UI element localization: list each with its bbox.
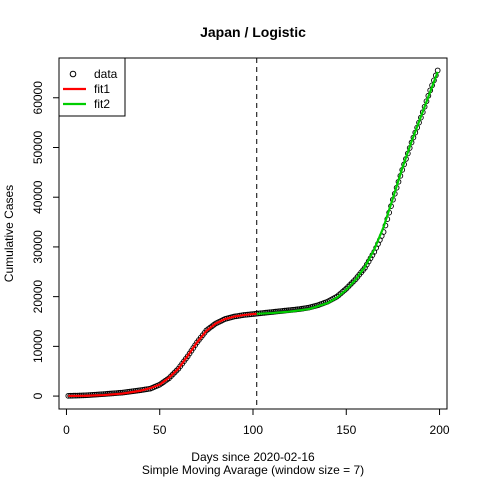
legend-label-fit1: fit1 <box>94 82 110 96</box>
y-tick-label: 10000 <box>31 329 45 363</box>
x-tick-label: 150 <box>336 423 356 437</box>
fit-lines <box>68 71 439 398</box>
data-point <box>169 371 176 378</box>
x-tick-label: 50 <box>153 423 167 437</box>
data-point <box>349 280 355 286</box>
x-axis-sublabel: Simple Moving Avarage (window size = 7) <box>142 463 364 477</box>
y-tick-label: 60000 <box>31 81 45 115</box>
y-tick-label: 40000 <box>31 180 45 214</box>
legend-symbol-data <box>69 70 77 78</box>
x-tick-label: 0 <box>63 423 70 437</box>
legend-box <box>58 57 126 117</box>
data-points <box>65 67 441 399</box>
fit1-line <box>68 312 257 398</box>
y-axis: 0 10000 20000 30000 40000 50000 60000 <box>31 81 60 399</box>
chart-title: Japan / Logistic <box>200 24 306 40</box>
x-tick-label: 100 <box>243 423 263 437</box>
fit2-line <box>256 71 439 315</box>
x-axis: 0 50 100 150 200 <box>63 408 450 437</box>
data-point <box>173 367 180 374</box>
data-point <box>171 369 178 376</box>
y-tick-label: 20000 <box>31 280 45 314</box>
legend-label-data: data <box>94 67 118 81</box>
x-axis-label: Days since 2020-02-16 <box>191 450 315 464</box>
y-tick-label: 50000 <box>31 130 45 164</box>
x-tick-label: 200 <box>430 423 450 437</box>
legend-label-fit2: fit2 <box>94 97 110 111</box>
y-axis-label: Cumulative Cases <box>2 185 16 282</box>
y-tick-label: 30000 <box>31 230 45 264</box>
data-point <box>350 278 357 284</box>
data-point <box>168 373 174 380</box>
y-tick-label: 0 <box>31 392 45 399</box>
